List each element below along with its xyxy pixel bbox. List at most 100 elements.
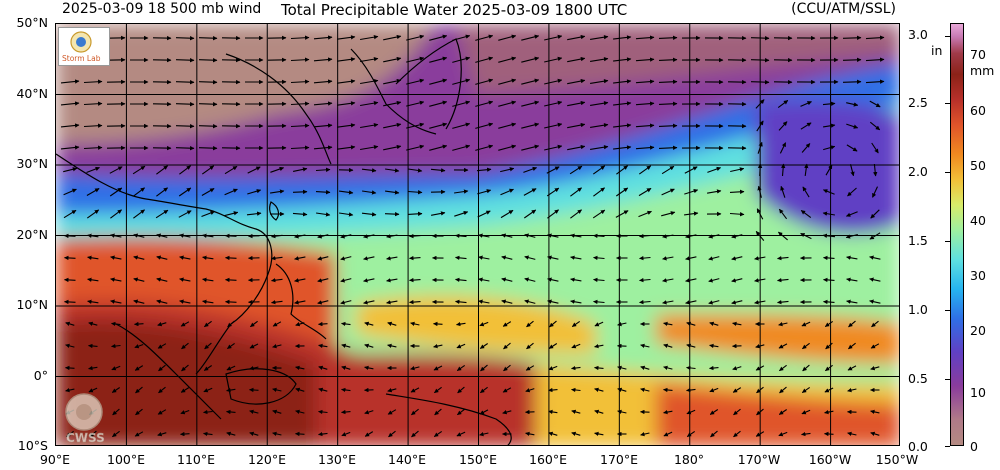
wind-arrow [617, 365, 627, 370]
wind-arrow [64, 299, 76, 305]
cb-tick-in-2.0: 2.0 [908, 164, 928, 179]
cwss-watermark: CWSS [58, 392, 132, 446]
wind-arrow [754, 300, 766, 305]
lat-label-20n: 20°N [16, 227, 48, 242]
wind-arrow [475, 144, 494, 151]
wind-arrow [457, 408, 465, 416]
wind-arrow [635, 35, 655, 40]
wind-vectors [60, 34, 885, 438]
wind-arrow [590, 35, 609, 40]
wind-arrow [822, 189, 835, 195]
wind-arrow [88, 387, 98, 393]
wind-arrow [337, 123, 356, 128]
wind-arrow [548, 409, 558, 415]
wind-arrow [226, 431, 236, 436]
wind-arrow [290, 145, 310, 150]
wind-arrow [203, 365, 213, 371]
wind-arrow [429, 78, 448, 85]
wind-arrow [869, 100, 881, 108]
wind-arrow [567, 122, 586, 129]
wind-arrow [613, 79, 632, 84]
wind-arrow [135, 386, 143, 394]
wind-arrow [318, 365, 328, 370]
map-title: Total Precipitable Water 2025-03-09 1800… [281, 1, 628, 19]
wind-arrow [845, 211, 858, 217]
wind-arrow [709, 343, 719, 349]
wind-arrow [685, 300, 697, 305]
wind-arrow [429, 144, 448, 151]
wind-arrow [662, 234, 674, 239]
wind-arrow [179, 299, 191, 304]
wind-arrow [313, 79, 333, 84]
wind-arrow [337, 101, 356, 106]
wind-arrow [246, 211, 262, 216]
wind-arrow [710, 430, 718, 438]
wind-arrow [847, 365, 857, 371]
wind-arrow [111, 343, 121, 349]
wind-arrow [429, 100, 448, 107]
wind-arrow [363, 300, 375, 305]
lon-label-140e: 140°E [387, 452, 427, 467]
wind-arrow [83, 79, 103, 84]
wind-arrow [523, 166, 538, 173]
wind-arrow [133, 209, 145, 219]
wind-arrow [593, 255, 605, 261]
wind-arrow [824, 409, 834, 415]
wind-level-label: 2025-03-09 18 500 mb wind [62, 1, 262, 17]
wind-arrow [757, 141, 763, 154]
wind-arrow [433, 343, 443, 349]
wind-arrow [729, 189, 745, 195]
wind-arrow [433, 430, 443, 438]
wind-arrow [755, 431, 765, 437]
wind-arrow [179, 255, 191, 260]
wind-arrow [658, 145, 678, 150]
wind-arrow [847, 431, 857, 437]
wind-arrow [640, 365, 650, 370]
wind-arrow [823, 277, 835, 283]
wind-arrow [249, 387, 259, 393]
wind-arrow [640, 431, 650, 437]
wind-arrow [180, 387, 190, 393]
wind-arrow [842, 35, 862, 41]
wind-arrow [179, 165, 191, 175]
wind-arrow [225, 277, 237, 283]
wind-arrow [658, 57, 678, 62]
wind-arrow [848, 320, 856, 328]
wind-arrow [521, 144, 540, 151]
wind-arrow [594, 321, 604, 327]
wind-arrow [87, 233, 99, 238]
wind-arrow [110, 233, 122, 238]
wind-arrow [662, 256, 674, 261]
wind-arrow [801, 321, 811, 327]
wind-arrow [180, 409, 190, 415]
wind-arrow [639, 277, 651, 283]
storm-lab-logo: Storm Lab [58, 27, 110, 66]
wind-arrow [181, 364, 189, 372]
wind-arrow [823, 299, 835, 305]
wind-arrow [567, 78, 586, 85]
wind-arrow [479, 431, 489, 437]
wind-arrow [498, 34, 517, 41]
wind-arrow [406, 56, 425, 63]
wind-arrow [64, 233, 76, 239]
cb-tick-mm-70: 70 [970, 47, 986, 62]
wind-arrow [178, 187, 192, 197]
wind-arrow [383, 144, 402, 151]
wind-arrow [156, 165, 168, 175]
wind-arrow [777, 299, 789, 305]
wind-arrow [613, 101, 632, 106]
wind-arrow [824, 387, 834, 393]
lon-label-120e: 120°E [247, 452, 287, 467]
wind-arrow [64, 255, 76, 261]
wind-arrow [663, 321, 673, 327]
wind-arrow [777, 277, 789, 283]
wind-arrow [272, 387, 282, 393]
wind-arrow [270, 166, 285, 173]
wind-arrow [684, 211, 699, 216]
wind-arrow [594, 431, 604, 437]
lon-label-150w: 150°W [875, 452, 919, 467]
wind-arrow [615, 210, 629, 218]
wind-arrow [525, 388, 535, 393]
wind-arrow [478, 277, 490, 282]
wind-arrow [707, 189, 722, 194]
